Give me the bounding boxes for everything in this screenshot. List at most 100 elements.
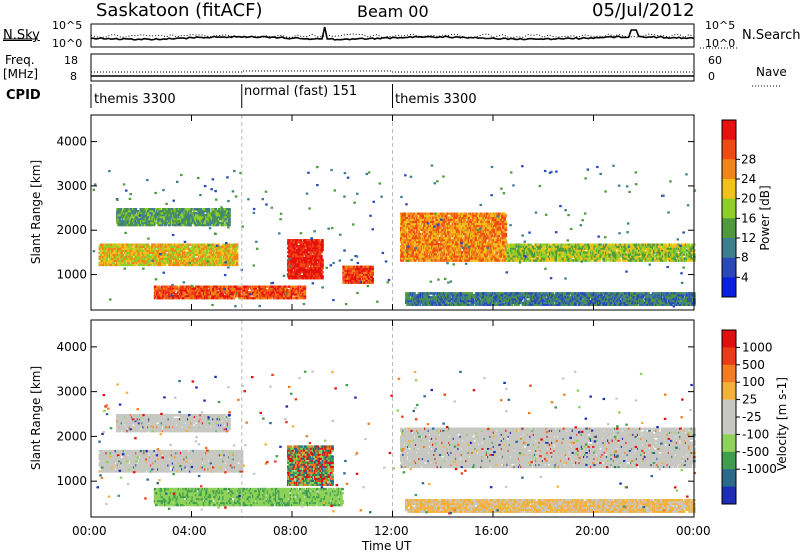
power-cell: [205, 287, 208, 290]
power-cell: [187, 247, 191, 250]
power-cell: [172, 291, 175, 294]
power-cell: [191, 263, 194, 267]
power-cell: [309, 265, 313, 268]
power-cell: [134, 214, 138, 217]
power-cell: [114, 253, 118, 256]
power-cell: [141, 208, 145, 211]
power-cell: [297, 296, 301, 300]
power-cell: [405, 257, 409, 260]
power-cell: [213, 285, 216, 288]
power-cell: [401, 259, 404, 262]
power-cell: [307, 271, 311, 274]
power-cell: [144, 221, 148, 225]
power-cell: [420, 228, 424, 232]
power-cell: [131, 210, 134, 213]
power-cell: [104, 255, 107, 258]
power-cell: [207, 295, 211, 298]
power-cell: [232, 296, 236, 300]
power-cell: [453, 230, 457, 234]
power-cell: [112, 253, 115, 256]
power-cell: [196, 293, 199, 296]
power-cell: [435, 241, 439, 244]
power-cell: [118, 259, 121, 263]
power-cell: [445, 232, 449, 236]
power-cell: [131, 217, 134, 221]
power-cell: [184, 215, 188, 219]
power-cell: [444, 234, 448, 238]
power-cell: [365, 269, 369, 272]
power-cell: [435, 257, 439, 260]
power-cell: [301, 249, 305, 252]
power-cell: [110, 247, 113, 250]
power-cell: [209, 215, 213, 219]
power-cell: [436, 259, 440, 262]
power-cell: [423, 228, 426, 232]
power-cell: [435, 247, 439, 250]
power-cell: [197, 245, 201, 248]
power-cell: [444, 214, 448, 217]
power-cell: [299, 253, 303, 256]
power-cell: [425, 230, 429, 234]
power-cell: [164, 208, 167, 211]
power-cell: [217, 243, 221, 246]
power-cell: [291, 257, 295, 260]
power-cell: [309, 253, 313, 256]
power-cell: [196, 212, 199, 215]
power-cell: [158, 208, 162, 211]
power-cell: [371, 277, 374, 280]
power-cell: [434, 253, 438, 256]
power-cell: [308, 263, 312, 266]
power-cell: [225, 263, 229, 267]
power-cell: [137, 221, 141, 225]
power-cell: [129, 208, 133, 211]
power-cell: [411, 226, 415, 230]
power-cell: [414, 232, 418, 236]
power-cell: [349, 275, 352, 278]
power-cell: [313, 243, 316, 246]
power-cell: [439, 226, 442, 230]
power-cell: [290, 269, 294, 272]
power-cell: [168, 289, 172, 292]
power-cell: [209, 289, 213, 292]
power-cell: [186, 257, 190, 260]
power-cell: [204, 245, 208, 248]
power-cell: [313, 239, 316, 242]
power-cell: [228, 223, 231, 227]
power-cell: [411, 245, 415, 248]
power-cell: [184, 212, 188, 215]
power-cell: [298, 273, 302, 276]
freq-axis-bottom: 8: [70, 70, 77, 83]
power-cell: [242, 295, 246, 298]
nave-label: Nave: [756, 65, 787, 79]
power-cell: [232, 261, 235, 265]
power-cell: [236, 295, 239, 298]
power-cell: [302, 247, 306, 250]
power-cell: [166, 212, 170, 215]
power-cell: [169, 245, 173, 248]
power-cell: [317, 239, 321, 242]
power-cell: [292, 287, 295, 290]
power-cell: [173, 289, 176, 292]
power-cell: [367, 277, 371, 280]
power-cell: [311, 245, 315, 248]
power-cell: [304, 243, 307, 246]
power-cell: [116, 210, 119, 213]
power-cell: [303, 285, 307, 288]
power-cell: [167, 247, 170, 250]
power-cell: [450, 218, 454, 221]
power-cell: [170, 247, 174, 250]
power-cell: [297, 275, 300, 278]
power-cell: [235, 253, 239, 256]
power-cell: [444, 226, 448, 230]
power-cell: [116, 257, 120, 260]
power-cell: [362, 269, 365, 272]
power-cell: [436, 226, 440, 230]
power-cell: [177, 296, 181, 300]
power-cell: [434, 259, 438, 262]
power-cell: [299, 255, 303, 258]
power-cell: [269, 296, 272, 300]
power-cell: [141, 249, 145, 252]
power-cell: [125, 253, 129, 256]
xtick-4: 16:00: [474, 524, 509, 538]
power-cell: [290, 285, 294, 288]
